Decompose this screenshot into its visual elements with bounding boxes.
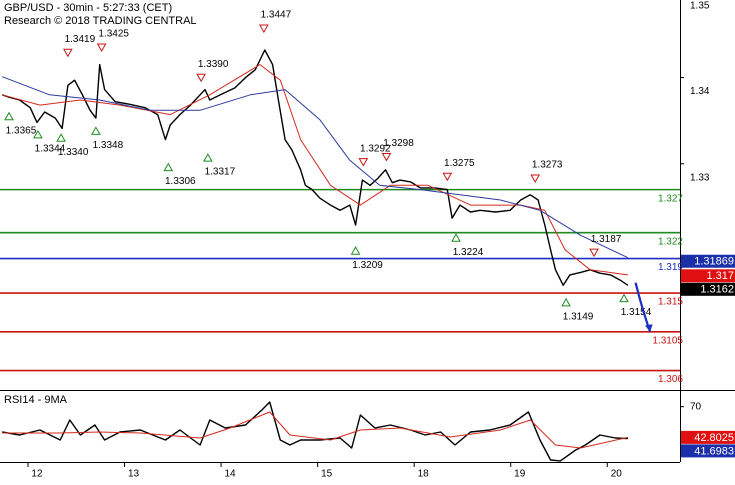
high-marker (259, 24, 269, 34)
low-label: 1.3224 (453, 247, 484, 258)
y-tick-label: 1.35 (690, 1, 710, 12)
x-tick-label: 14 (225, 469, 237, 480)
x-tick-label: 15 (321, 469, 333, 480)
low-marker (91, 126, 101, 135)
high-label: 1.3275 (444, 158, 475, 169)
main-line (2, 401, 628, 462)
low-marker (56, 133, 66, 142)
x-tick-label: 20 (611, 469, 623, 480)
low-label: 1.3317 (205, 167, 236, 178)
chart-subtitle: Research © 2018 TRADING CENTRAL (4, 15, 197, 27)
low-marker (203, 153, 213, 162)
average-line (2, 76, 629, 259)
high-marker (381, 152, 392, 162)
value-box (681, 282, 735, 296)
forecast-arrowhead (645, 324, 653, 332)
y-tick-label: 1.33 (690, 172, 710, 183)
level-label: 1.322 (658, 236, 683, 247)
low-label: 1.3209 (352, 260, 383, 271)
low-label: 1.3365 (6, 125, 37, 136)
high-label: 1.3298 (383, 138, 414, 149)
value-box-label: 1.317 (706, 270, 734, 282)
low-label: 1.3154 (621, 307, 652, 318)
low-marker (619, 293, 629, 303)
y-tick-label: 1.34 (690, 86, 710, 97)
x-tick-label: 12 (31, 469, 43, 480)
high-marker (63, 48, 73, 58)
low-marker (33, 129, 43, 139)
value-box (681, 444, 735, 458)
low-label: 1.3149 (563, 312, 594, 323)
value-box-label: 1.31869 (694, 256, 734, 268)
chart-title: GBP/USD - 30min - 5:27:33 (CET) (4, 2, 172, 14)
value-box-label: 42.8025 (694, 432, 734, 444)
rsi-title: RSI14 - 9MA (4, 394, 68, 406)
average-line (2, 64, 628, 276)
high-label: 1.3273 (532, 160, 563, 171)
x-tick-label: 18 (418, 469, 430, 480)
level-label: 1.315 (658, 297, 683, 308)
x-tick-label: 13 (128, 469, 140, 480)
high-marker (358, 158, 369, 167)
low-label: 1.3348 (93, 140, 124, 151)
high-label: 1.3425 (98, 29, 129, 40)
value-box (681, 269, 735, 283)
level-label: 1.306 (658, 374, 683, 385)
high-label: 1.3419 (65, 34, 96, 45)
average-line (2, 411, 629, 449)
level-label: 1.327 (658, 193, 683, 204)
value-box-label: 1.3162 (700, 284, 734, 296)
high-marker (442, 172, 453, 182)
value-box (681, 254, 735, 268)
high-marker (96, 43, 107, 53)
y-tick-label: 70 (690, 401, 702, 412)
low-marker (163, 162, 174, 172)
low-label: 1.3306 (165, 176, 196, 187)
high-marker (530, 174, 541, 184)
level-label: 1.319 (658, 262, 683, 273)
low-marker (561, 297, 571, 307)
value-box (681, 430, 735, 444)
low-marker (4, 111, 14, 121)
high-marker (196, 73, 206, 83)
high-label: 1.3292 (360, 143, 391, 154)
high-label: 1.3447 (261, 10, 292, 21)
low-label: 1.3340 (58, 147, 89, 158)
high-marker (589, 248, 599, 258)
x-tick-label: 19 (514, 469, 526, 480)
low-label: 1.3344 (35, 143, 66, 154)
low-marker (451, 233, 461, 242)
high-label: 1.3390 (198, 59, 229, 70)
value-box-label: 41.6983 (694, 445, 734, 457)
level-label: 1.3105 (652, 335, 683, 346)
main-line (1, 49, 629, 286)
high-label: 1.3187 (591, 234, 622, 245)
low-marker (350, 246, 361, 255)
